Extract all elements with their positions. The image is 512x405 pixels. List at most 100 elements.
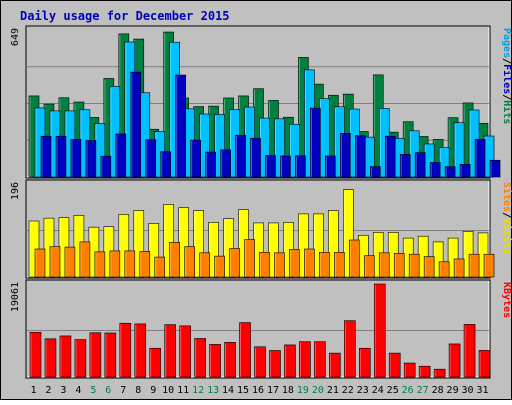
series-kbytes bbox=[29, 283, 491, 378]
bar-sites-18 bbox=[289, 249, 300, 278]
x-tick-label-15: 15 bbox=[237, 385, 249, 396]
bar-kbytes-15 bbox=[239, 322, 251, 378]
bar-sites-20 bbox=[319, 252, 330, 278]
bar-files-18 bbox=[289, 123, 300, 178]
bar-pages-17 bbox=[280, 155, 291, 178]
bar-kbytes-17 bbox=[269, 350, 281, 378]
bar-files-29 bbox=[453, 122, 465, 178]
bar-kbytes-22 bbox=[344, 320, 356, 378]
bar-pages-8 bbox=[145, 139, 157, 178]
bar-sites-4 bbox=[79, 241, 91, 278]
bar-kbytes-7 bbox=[119, 322, 132, 378]
bar-sites-24 bbox=[378, 252, 390, 278]
legend-entry: Sites bbox=[501, 182, 512, 212]
legend-hits_files_pages: Pages/Files/Hits bbox=[501, 28, 512, 124]
bar-kbytes-30 bbox=[463, 324, 476, 378]
bar-pages-3 bbox=[70, 139, 82, 178]
bar-kbytes-24 bbox=[373, 283, 386, 378]
bar-sites-12 bbox=[199, 252, 210, 278]
bar-sites-5 bbox=[94, 251, 106, 278]
legend-entry: Hits bbox=[501, 100, 512, 124]
bar-sites-30 bbox=[468, 253, 480, 278]
bar-pages-4 bbox=[85, 140, 97, 178]
bar-visits-19 bbox=[298, 213, 309, 278]
bar-kbytes-27 bbox=[418, 365, 431, 378]
bar-pages-21 bbox=[340, 132, 351, 178]
bar-kbytes-26 bbox=[403, 362, 416, 378]
x-tick-label-3: 3 bbox=[60, 385, 66, 396]
x-tick-label-31: 31 bbox=[476, 385, 488, 396]
bar-visits-13 bbox=[208, 222, 219, 278]
bar-pages-6 bbox=[115, 133, 127, 178]
bar-visits-17 bbox=[268, 222, 279, 278]
bar-kbytes-3 bbox=[59, 335, 72, 378]
series-pages bbox=[40, 71, 501, 178]
bar-kbytes-10 bbox=[164, 324, 177, 378]
x-tick-label-12: 12 bbox=[192, 385, 204, 396]
x-tick-label-25: 25 bbox=[387, 385, 399, 396]
x-tick-label-16: 16 bbox=[252, 385, 264, 396]
legend-entry: Visits bbox=[501, 218, 512, 254]
bar-pages-28 bbox=[444, 166, 456, 178]
x-tick-label-18: 18 bbox=[282, 385, 294, 396]
bar-sites-9 bbox=[154, 256, 166, 278]
legend-entry: / bbox=[501, 58, 512, 64]
bar-pages-15 bbox=[250, 137, 261, 178]
bar-pages-14 bbox=[235, 135, 246, 178]
bar-pages-19 bbox=[310, 107, 321, 178]
bar-sites-21 bbox=[334, 252, 345, 278]
bar-kbytes-19 bbox=[299, 341, 311, 378]
bar-visits-8 bbox=[133, 210, 145, 278]
bar-pages-12 bbox=[205, 151, 216, 178]
bar-sites-11 bbox=[184, 246, 195, 278]
x-tick-label-11: 11 bbox=[177, 385, 189, 396]
bar-sites-23 bbox=[363, 255, 375, 278]
x-tick-label-10: 10 bbox=[162, 385, 174, 396]
bar-sites-7 bbox=[124, 250, 136, 278]
bar-visits-7 bbox=[118, 214, 130, 278]
bar-visits-12 bbox=[193, 210, 204, 278]
bar-kbytes-20 bbox=[314, 341, 326, 378]
x-tick-label-30: 30 bbox=[462, 385, 474, 396]
x-tick-label-23: 23 bbox=[357, 385, 369, 396]
bar-sites-3 bbox=[64, 246, 76, 278]
bar-kbytes-4 bbox=[74, 339, 87, 378]
bar-sites-28 bbox=[438, 261, 450, 278]
x-tick-label-20: 20 bbox=[312, 385, 324, 396]
bar-kbytes-2 bbox=[44, 338, 57, 378]
chart-title: Daily usage for December 2015 bbox=[20, 9, 230, 23]
bar-sites-22 bbox=[349, 239, 360, 278]
x-tick-label-21: 21 bbox=[327, 385, 339, 396]
bar-pages-22 bbox=[355, 135, 366, 178]
panel-visits_sites: 196 Sites/Visits bbox=[10, 179, 512, 279]
series-visits bbox=[28, 189, 489, 278]
bar-pages-5 bbox=[100, 155, 112, 178]
x-tick-label-22: 22 bbox=[342, 385, 354, 396]
bar-kbytes-18 bbox=[284, 344, 296, 378]
bar-sites-15 bbox=[244, 239, 255, 278]
x-tick-label-5: 5 bbox=[90, 385, 96, 396]
bar-sites-14 bbox=[229, 248, 240, 278]
x-tick-label-2: 2 bbox=[45, 385, 51, 396]
bar-sites-17 bbox=[274, 252, 285, 278]
bar-pages-7 bbox=[130, 71, 142, 178]
bar-pages-24 bbox=[384, 135, 396, 178]
x-tick-label-8: 8 bbox=[135, 385, 141, 396]
bar-sites-2 bbox=[49, 246, 61, 278]
panel-kbytes: 19061 KBytes bbox=[10, 279, 512, 379]
bar-sites-16 bbox=[259, 252, 270, 278]
bar-sites-26 bbox=[408, 253, 420, 278]
bar-sites-29 bbox=[453, 258, 465, 278]
bar-files-6 bbox=[109, 86, 121, 178]
y-max-label-visits_sites: 196 bbox=[10, 182, 21, 200]
bar-kbytes-9 bbox=[149, 347, 162, 378]
bar-sites-1 bbox=[34, 248, 46, 278]
bar-pages-25 bbox=[399, 154, 411, 178]
bar-kbytes-11 bbox=[179, 325, 191, 378]
bar-sites-19 bbox=[304, 248, 315, 278]
bar-pages-18 bbox=[295, 155, 306, 178]
bar-sites-6 bbox=[109, 250, 121, 278]
bar-kbytes-29 bbox=[448, 343, 461, 378]
